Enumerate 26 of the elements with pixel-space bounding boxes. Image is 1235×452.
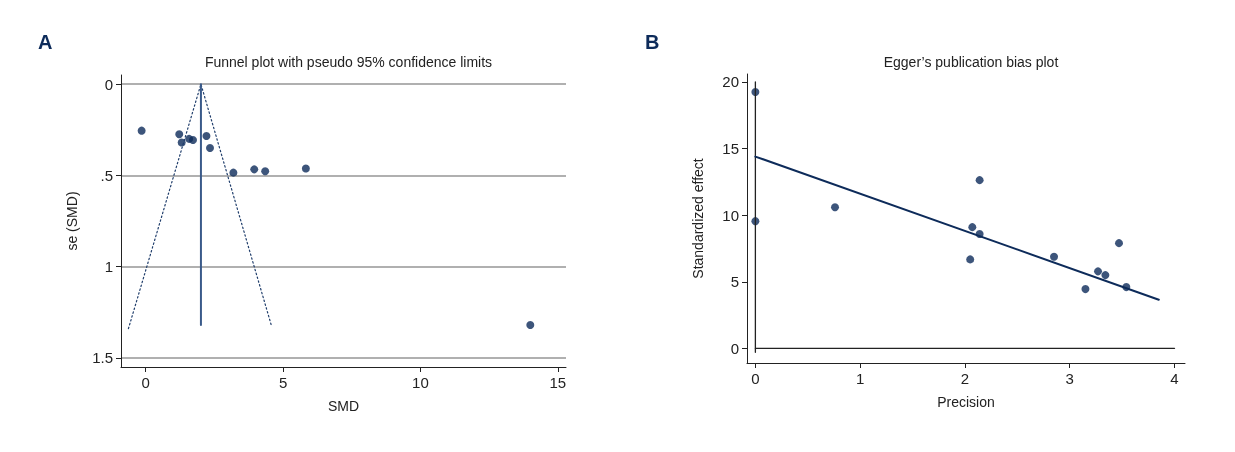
y-tick-label: 1 [104, 258, 113, 276]
x-tick-label: 0 [751, 370, 760, 387]
x-tick-label: 0 [141, 374, 150, 391]
x-tick-label: 1 [856, 370, 865, 387]
y-tick-label: 15 [722, 140, 739, 158]
y-tick-label: 10 [722, 206, 739, 224]
y-axis-title: Standardized effect [690, 158, 706, 279]
x-axis-title: SMD [327, 398, 360, 414]
y-tick-label: 0 [730, 339, 739, 357]
x-tick-label: 15 [549, 374, 567, 391]
y-tick-label: 5 [730, 273, 739, 291]
text: B [645, 31, 660, 53]
chart-title: Egger’s publication bias plot [883, 54, 1059, 70]
x-tick-label: 2 [960, 370, 970, 387]
x-tick-label: 4 [1170, 370, 1179, 387]
y-tick-label: .5 [100, 166, 113, 184]
y-tick-label: 0 [104, 75, 113, 93]
x-tick-label: 5 [278, 374, 288, 391]
y-tick-label: 1.5 [92, 349, 113, 367]
y-axis-title: se (SMD) [64, 191, 80, 251]
text: A [38, 31, 53, 53]
x-axis-title: Precision [937, 394, 995, 410]
x-tick-label: 10 [412, 374, 429, 391]
chart-title: Funnel plot with pseudo 95% confidence limits [204, 54, 493, 70]
y-tick-label: 20 [722, 73, 739, 91]
x-tick-label: 3 [1065, 370, 1074, 387]
